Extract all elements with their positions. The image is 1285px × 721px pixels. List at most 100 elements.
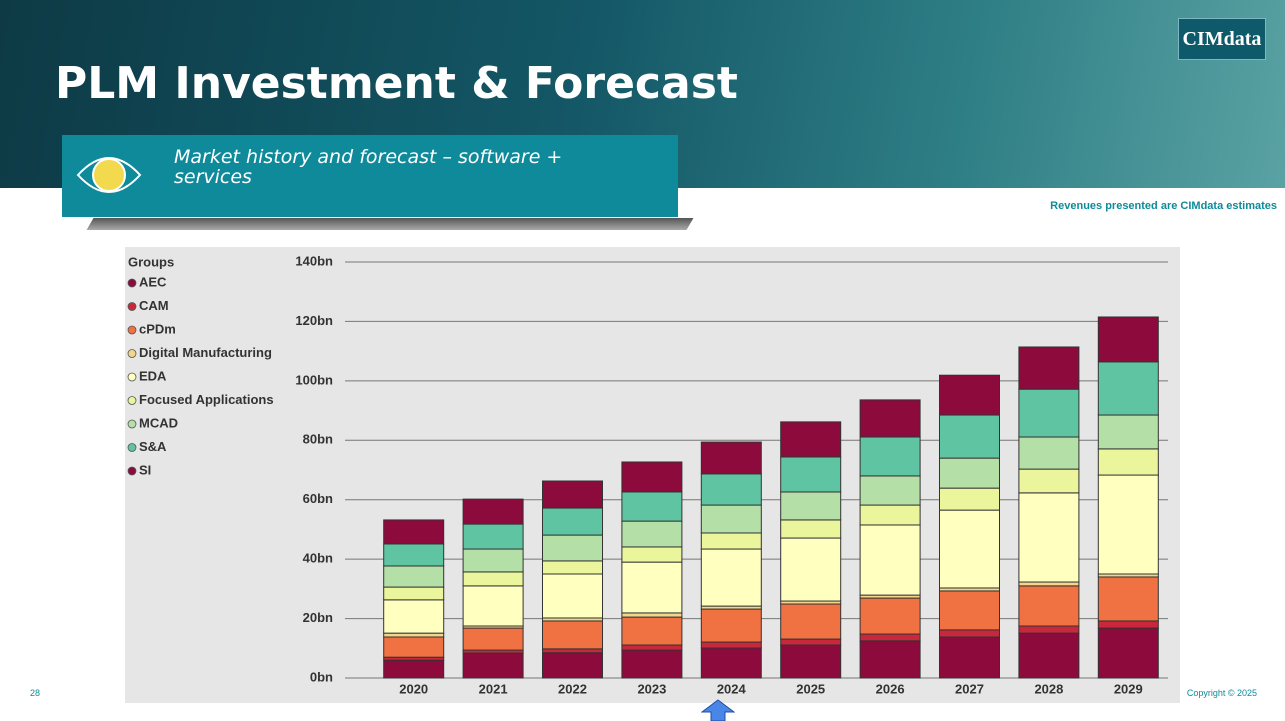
legend-label: S&A <box>139 439 167 454</box>
x-tick-label: 2025 <box>796 681 825 696</box>
bar-segment <box>1098 317 1158 362</box>
bar-segment <box>1098 475 1158 574</box>
legend-swatch <box>128 420 136 428</box>
x-tick-label: 2028 <box>1034 681 1063 696</box>
bar-segment <box>1098 415 1158 449</box>
bar-segment <box>384 587 444 600</box>
bar-segment <box>543 481 603 508</box>
chart: 0bn20bn40bn60bn80bn100bn120bn140bnGroups… <box>0 0 1285 721</box>
bar-segment <box>384 566 444 587</box>
legend-label: CAM <box>139 298 169 313</box>
bar-segment <box>622 521 682 547</box>
x-tick-label: 2021 <box>479 681 508 696</box>
y-tick-label: 140bn <box>295 253 333 268</box>
bar-segment <box>543 535 603 561</box>
bar-segment <box>1019 582 1079 586</box>
bar-segment <box>860 634 920 641</box>
bar-segment <box>1098 449 1158 475</box>
bar-segment <box>940 415 1000 458</box>
bar-segment <box>860 437 920 476</box>
x-tick-label: 2020 <box>399 681 428 696</box>
legend-swatch <box>128 444 136 452</box>
bar-segment <box>940 510 1000 588</box>
bar-segment <box>622 645 682 650</box>
bar-segment <box>384 544 444 566</box>
bar-segment <box>701 474 761 505</box>
x-tick-label: 2024 <box>717 681 747 696</box>
bar-segment <box>463 549 523 572</box>
bar-segment <box>1019 626 1079 633</box>
legend-label: MCAD <box>139 415 178 430</box>
bar-segment <box>543 561 603 574</box>
y-tick-label: 100bn <box>295 372 333 387</box>
bar-segment <box>781 604 841 639</box>
bar-segment <box>463 524 523 549</box>
bar-segment <box>940 591 1000 630</box>
legend-label: AEC <box>139 274 167 289</box>
bar-segment <box>940 488 1000 510</box>
bar-segment <box>860 505 920 525</box>
bar-segment <box>622 547 682 562</box>
legend-label: cPDm <box>139 321 176 336</box>
bar-segment <box>543 621 603 649</box>
bar-segment <box>384 660 444 678</box>
x-tick-label: 2027 <box>955 681 984 696</box>
bar-segment <box>463 499 523 524</box>
bar-segment <box>940 375 1000 415</box>
legend-title: Groups <box>128 254 174 269</box>
page-number: 28 <box>30 688 40 698</box>
bar-segment <box>543 508 603 535</box>
y-tick-label: 40bn <box>303 551 333 566</box>
y-tick-label: 20bn <box>303 610 333 625</box>
x-tick-label: 2026 <box>876 681 905 696</box>
bar-segment <box>384 637 444 657</box>
bar-segment <box>1098 621 1158 628</box>
legend-label: SI <box>139 462 151 477</box>
bar-segment <box>463 586 523 626</box>
x-tick-label: 2023 <box>637 681 666 696</box>
bar-segment <box>622 562 682 613</box>
bar-segment <box>860 525 920 595</box>
legend-label: EDA <box>139 368 167 383</box>
bar-segment <box>384 520 444 544</box>
legend-label: Focused Applications <box>139 392 274 407</box>
bar-segment <box>860 598 920 634</box>
y-tick-label: 120bn <box>295 313 333 328</box>
pointer-arrow <box>701 699 735 721</box>
bar-segment <box>1019 493 1079 582</box>
bar-segment <box>781 457 841 492</box>
legend-swatch <box>128 397 136 405</box>
legend-swatch <box>128 303 136 311</box>
bar-segment <box>940 630 1000 637</box>
legend-swatch <box>128 350 136 358</box>
bar-segment <box>701 648 761 678</box>
bar-segment <box>701 642 761 648</box>
bar-segment <box>622 492 682 521</box>
bar-segment <box>1098 628 1158 678</box>
bar-segment <box>1019 586 1079 626</box>
legend-swatch <box>128 326 136 334</box>
bar-segment <box>701 609 761 642</box>
legend-label: Digital Manufacturing <box>139 345 272 360</box>
bar-segment <box>781 422 841 457</box>
bar-segment <box>384 633 444 637</box>
bar-segment <box>860 476 920 505</box>
bar-segment <box>781 538 841 601</box>
bar-segment <box>1019 389 1079 437</box>
bar-segment <box>940 637 1000 678</box>
bar-segment <box>543 574 603 618</box>
x-tick-label: 2029 <box>1114 681 1143 696</box>
legend-swatch <box>128 279 136 287</box>
bar-segment <box>701 533 761 549</box>
bar-segment <box>701 442 761 474</box>
bar-segment <box>1098 362 1158 415</box>
bar-segment <box>622 462 682 492</box>
y-tick-label: 0bn <box>310 669 333 684</box>
bar-segment <box>781 639 841 645</box>
bar-segment <box>1019 633 1079 678</box>
bar-segment <box>781 492 841 520</box>
bar-segment <box>860 400 920 437</box>
bar-segment <box>622 650 682 678</box>
bar-segment <box>463 653 523 678</box>
bar-segment <box>860 641 920 678</box>
